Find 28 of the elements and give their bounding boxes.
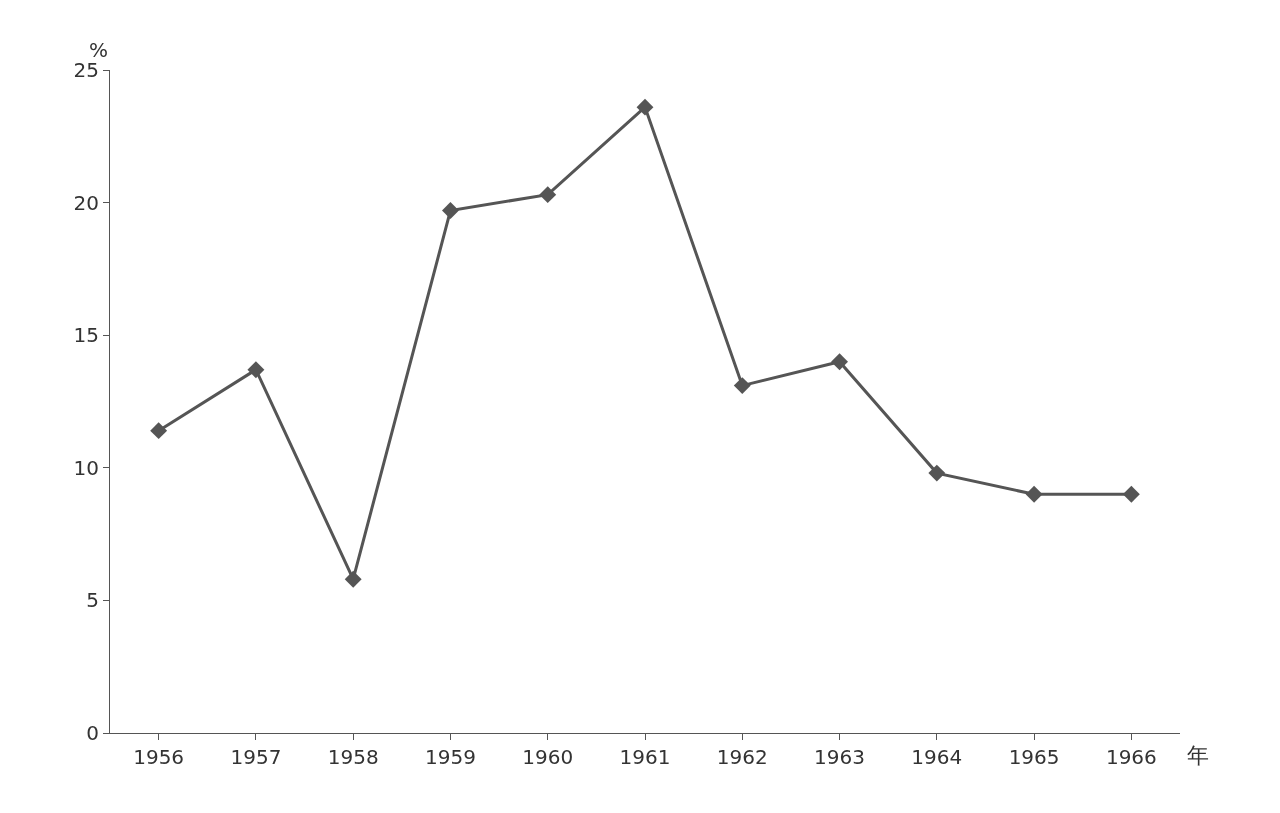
point [247,361,265,379]
point [442,202,459,220]
x-tick-label: 1960 [522,745,574,769]
x-tick-label: 1957 [230,745,282,769]
point [636,98,654,116]
point [733,377,751,395]
y-tick-label: 10 [73,455,99,480]
y-tick-label: 20 [73,190,99,215]
x-tick-label: 1966 [1105,745,1157,769]
x-tick-label: 1959 [425,745,476,769]
y-tick-label: 5 [86,588,99,613]
point [1122,485,1140,503]
point [539,186,557,204]
x-tick-label: 1962 [716,745,768,769]
point [1025,485,1043,503]
x-tick-label: 1964 [911,745,963,769]
x-tick-label: 1961 [619,745,671,769]
point [344,570,362,588]
x-tick-label: 1965 [1008,745,1060,769]
point [831,353,848,371]
point [150,422,168,440]
x-axis-title: 年 [1187,743,1209,768]
x-tick-label: 1958 [327,745,379,769]
y-tick-label: 15 [73,323,99,348]
x-tick-label: 1963 [814,745,865,769]
point [928,464,946,482]
y-tick-label: 0 [86,721,99,745]
x-tick-label: 1956 [133,745,185,769]
